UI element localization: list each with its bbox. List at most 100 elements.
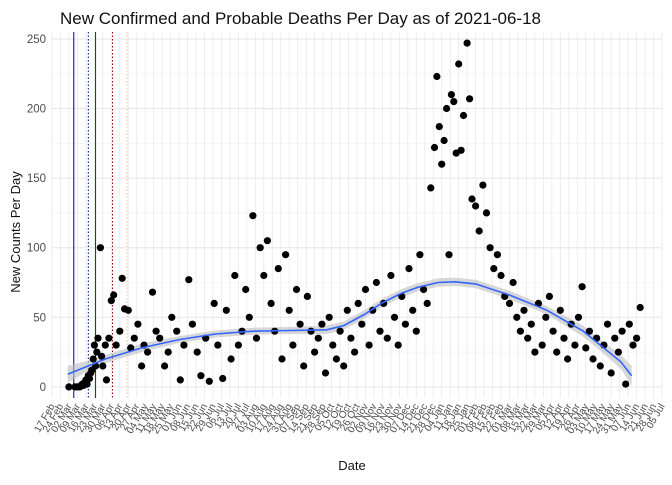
data-point xyxy=(85,374,94,383)
data-point xyxy=(435,123,443,131)
data-point xyxy=(238,327,246,335)
data-point xyxy=(585,327,594,335)
data-point xyxy=(475,227,483,235)
data-point xyxy=(571,341,579,349)
data-point xyxy=(98,352,106,360)
chart-title: New Confirmed and Probable Deaths Per Da… xyxy=(60,9,541,28)
data-point xyxy=(161,362,169,370)
data-point xyxy=(486,244,494,252)
data-point xyxy=(227,355,235,363)
data-point xyxy=(450,98,458,106)
data-point xyxy=(107,297,115,305)
data-point xyxy=(252,334,261,342)
data-point xyxy=(325,313,333,321)
data-point xyxy=(390,313,399,321)
data-point xyxy=(445,251,453,259)
data-point xyxy=(490,265,498,273)
data-point xyxy=(307,327,315,335)
data-point xyxy=(193,348,201,356)
data-point xyxy=(582,344,590,352)
data-point xyxy=(493,251,501,259)
data-point xyxy=(318,320,326,328)
data-point xyxy=(124,306,132,314)
data-point xyxy=(329,341,337,349)
data-point xyxy=(457,146,465,154)
data-point xyxy=(564,355,572,363)
data-point xyxy=(222,306,230,314)
data-point xyxy=(173,327,181,335)
data-point xyxy=(90,341,98,349)
data-point xyxy=(263,237,271,245)
data-point xyxy=(629,341,637,349)
data-point xyxy=(99,362,107,370)
data-point xyxy=(479,181,487,189)
data-point xyxy=(156,334,164,342)
data-point xyxy=(102,376,111,384)
y-axis-label: New Counts Per Day xyxy=(8,171,23,293)
data-point xyxy=(361,285,370,294)
data-point xyxy=(556,306,564,314)
data-point xyxy=(416,251,424,259)
data-point xyxy=(118,274,126,282)
data-point xyxy=(516,327,525,335)
data-point xyxy=(636,303,644,312)
data-point xyxy=(93,348,101,356)
y-tick-label: 250 xyxy=(27,34,46,46)
data-point xyxy=(292,285,301,294)
data-point xyxy=(134,320,142,328)
data-point xyxy=(351,348,359,356)
data-point xyxy=(144,348,152,356)
data-point xyxy=(482,209,491,217)
data-point xyxy=(365,341,373,349)
data-point xyxy=(94,334,102,342)
data-point xyxy=(260,271,268,280)
data-point xyxy=(542,313,550,321)
data-point xyxy=(185,276,193,284)
data-point xyxy=(152,327,160,335)
data-point xyxy=(412,327,420,335)
data-point xyxy=(463,39,471,47)
data-point xyxy=(513,313,521,321)
data-point xyxy=(274,265,282,273)
data-point xyxy=(83,380,91,388)
data-point xyxy=(560,334,568,342)
data-point xyxy=(65,383,73,391)
data-point xyxy=(176,376,184,384)
data-point xyxy=(497,271,505,280)
data-point xyxy=(89,355,97,363)
data-point xyxy=(545,292,554,300)
data-point xyxy=(116,327,124,335)
y-tick-label: 150 xyxy=(27,173,46,185)
data-point xyxy=(197,372,205,380)
data-point xyxy=(589,355,597,363)
data-point xyxy=(509,278,517,287)
data-point xyxy=(164,348,172,356)
data-point xyxy=(468,195,476,203)
data-point xyxy=(314,334,322,342)
data-point xyxy=(618,327,626,335)
data-point xyxy=(285,306,293,314)
data-point xyxy=(336,327,344,335)
data-point xyxy=(343,306,351,314)
data-point xyxy=(438,160,446,168)
data-point xyxy=(611,334,619,342)
data-point xyxy=(505,299,514,307)
y-tick-label: 200 xyxy=(27,104,46,116)
data-point xyxy=(289,341,297,349)
data-point xyxy=(383,334,391,342)
data-point xyxy=(447,91,455,99)
data-point xyxy=(420,285,428,294)
data-point xyxy=(409,306,417,314)
data-point xyxy=(455,60,463,68)
data-point xyxy=(549,327,557,335)
data-point xyxy=(578,283,586,291)
data-point xyxy=(188,320,196,328)
data-point xyxy=(459,111,468,120)
data-point xyxy=(311,348,319,356)
data-point xyxy=(249,212,257,220)
data-point xyxy=(278,355,286,363)
data-point xyxy=(148,288,157,296)
data-point xyxy=(296,320,304,328)
